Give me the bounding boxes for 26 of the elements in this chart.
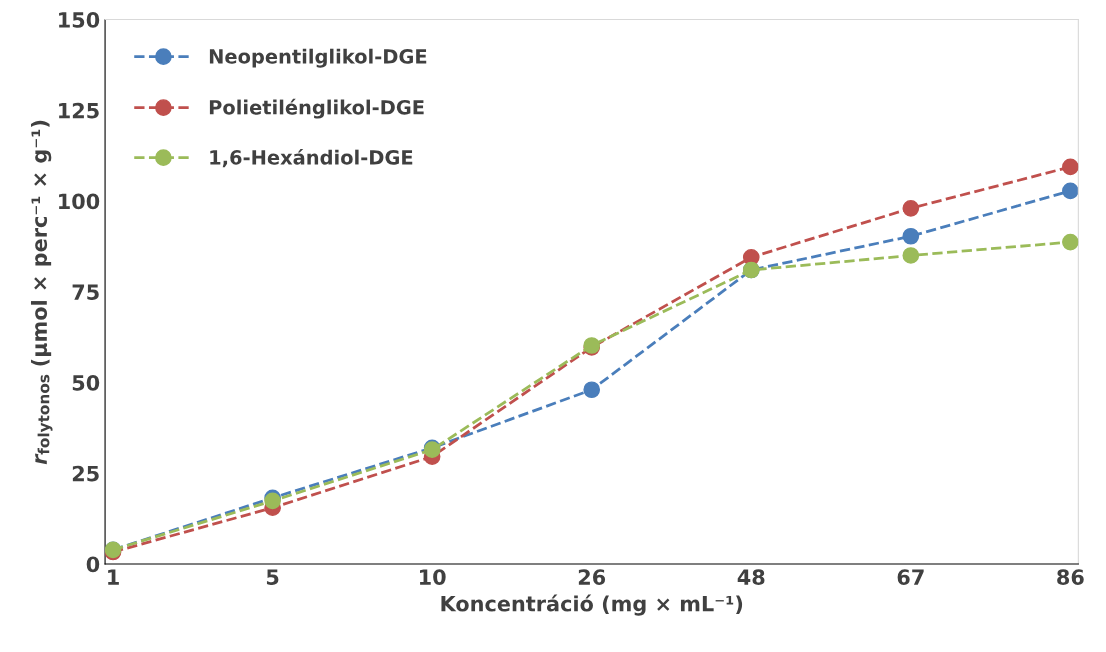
y-tick-label: 125 <box>59 102 99 119</box>
point <box>902 227 920 245</box>
legend-label: 1,6-Hexándiol-DGE <box>210 148 413 168</box>
x-tick-label: 48 <box>737 569 765 585</box>
y-tick-label: 25 <box>72 465 99 482</box>
y-tick-label: 75 <box>72 284 99 300</box>
x-tick-label: 26 <box>578 569 606 585</box>
point <box>583 381 601 399</box>
x-tick-label: 86 <box>1057 569 1084 585</box>
point <box>902 247 920 264</box>
point <box>1062 233 1079 251</box>
point <box>902 199 920 217</box>
y-tick-label: 150 <box>59 12 100 28</box>
y-tick-label: 0 <box>86 556 100 573</box>
x-tick-label: 5 <box>266 569 279 585</box>
x-tick-label: 10 <box>420 569 446 585</box>
x-axis-title: Koncentráció (mg × mL⁻¹) <box>441 594 743 616</box>
legend-label: Polietilénglikol-DGE <box>209 98 424 119</box>
y-tick-label: 100 <box>59 193 100 210</box>
point <box>1062 158 1079 176</box>
legend-label: Neopentilglikol-DGE <box>209 48 427 68</box>
y-axis-title: rfolytonos (µmol × perc⁻¹ × g⁻¹) <box>30 120 53 465</box>
x-tick-label: 1 <box>108 569 119 585</box>
y-tick-label: 50 <box>72 374 100 391</box>
point <box>1062 182 1079 200</box>
x-tick-label: 67 <box>897 569 924 585</box>
